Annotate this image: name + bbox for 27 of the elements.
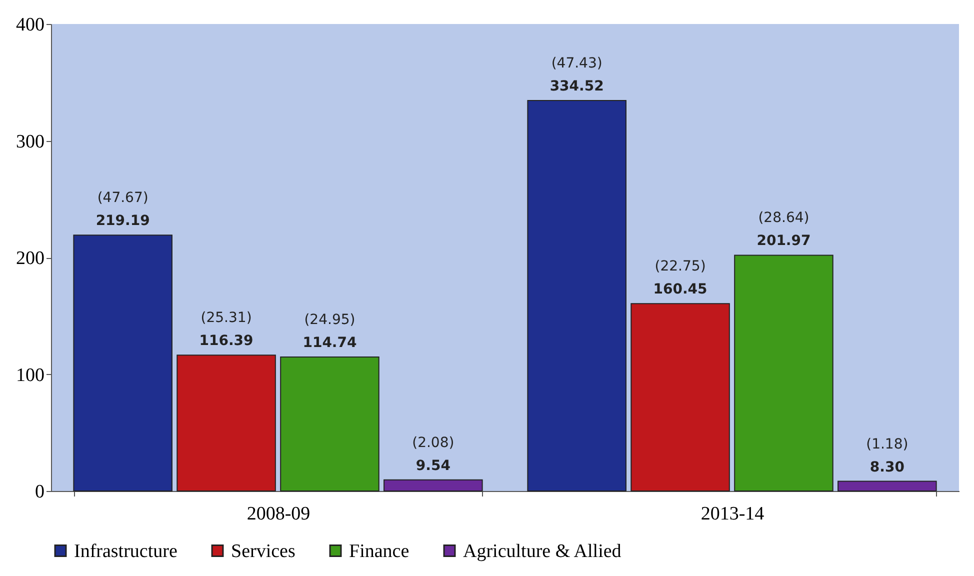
legend-label: Infrastructure [74,540,178,562]
text: (25.31) 116.39 [199,310,254,350]
bar [630,303,730,492]
bar [838,480,937,492]
text: (47.67) 219.19 [96,190,150,230]
x-tick-label: 2013-14 [700,504,765,524]
text: (1.18) 8.30 [866,436,908,476]
y-tick-label: 200 [16,248,44,269]
text: (2.08) 9.54 [412,434,454,474]
y-tick-label: 400 [16,14,44,36]
y-tick-label: 0 [35,482,44,502]
bar [176,354,276,492]
legend-label: Agriculture & Allied [463,540,622,562]
bar [384,479,483,492]
bar [280,356,380,492]
text: (22.75) 160.45 [653,258,708,298]
bar [73,234,172,492]
y-tick-label: 300 [16,131,44,152]
legend-label: Services [231,540,296,562]
bar [734,254,834,492]
y-tick-label: 100 [16,364,44,386]
bar [527,100,626,492]
legend-label: Finance [349,540,410,562]
text: (47.43) 334.52 [550,55,604,94]
x-tick-label: 2008-09 [246,504,310,524]
text: (24.95) 114.74 [302,312,357,352]
text: (28.64) 201.97 [756,210,811,250]
